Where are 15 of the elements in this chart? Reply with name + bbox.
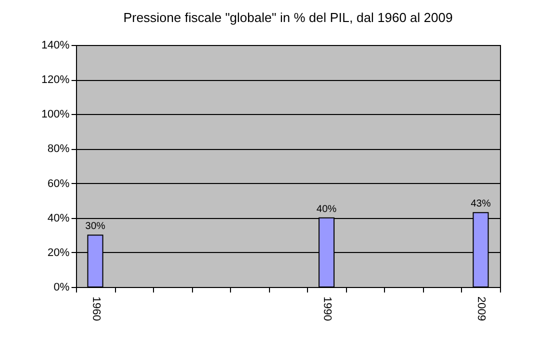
data-label: 43% [470, 198, 491, 210]
y-tick-label: 140% [41, 40, 70, 52]
y-tick-label: 60% [47, 178, 70, 190]
y-tick-label: 80% [47, 143, 70, 156]
data-label: 40% [316, 204, 337, 215]
y-tick-label: 20% [47, 246, 70, 259]
y-tick-label: 100% [41, 108, 70, 121]
x-tick-label: 1960 [90, 296, 102, 321]
data-label: 30% [85, 221, 106, 232]
y-tick-label: 120% [41, 74, 70, 86]
y-tick-label: 40% [47, 212, 70, 224]
x-tick-label: 2009 [475, 296, 488, 321]
x-tick-label: 1990 [321, 296, 334, 321]
chart-title: Pressione fiscale "globale" in % del PIL, dal 1960 al 2009 [123, 10, 453, 25]
y-tick-label: 0% [54, 282, 70, 294]
